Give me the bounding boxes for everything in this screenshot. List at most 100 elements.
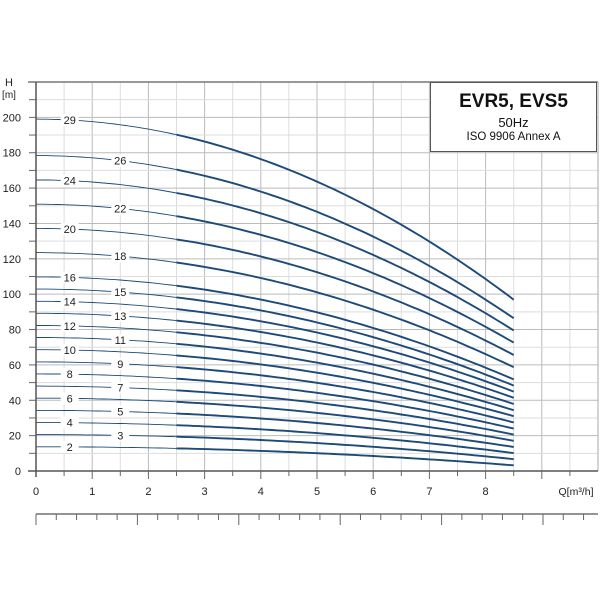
x-tick-label: 3 (202, 486, 208, 498)
curve-label-bg (111, 202, 130, 215)
curve-6 (176, 400, 514, 442)
y-tick-label: 120 (3, 254, 21, 266)
curve-thin-18 (36, 252, 177, 263)
curve-thin-26 (36, 155, 177, 171)
curve-label-bg (60, 344, 79, 357)
curve-label-bg (111, 357, 130, 370)
curve-thin-20 (36, 227, 177, 240)
y-axis-label: H (5, 77, 13, 89)
y-tick-label: 60 (9, 360, 21, 372)
curve-thin-24 (36, 179, 177, 194)
curve-thin-15 (36, 288, 177, 298)
curve-16 (176, 284, 515, 381)
x-axis-label: Q[m³/h] (558, 486, 593, 498)
curve-3 (176, 435, 514, 461)
curve-thin-6 (36, 397, 177, 403)
y-tick-label: 180 (3, 148, 21, 160)
curve-24 (176, 192, 515, 332)
curve-label: 7 (117, 383, 123, 395)
curve-thin-2 (36, 446, 177, 449)
curve-label: 18 (114, 251, 126, 263)
curve-thin-16 (36, 276, 177, 287)
x-tick-label: 6 (370, 486, 376, 498)
curve-label-bg (60, 368, 79, 381)
curve-label-bg (60, 440, 79, 453)
curve-thin-14 (36, 300, 177, 310)
curve-label: 15 (114, 287, 126, 299)
y-tick-label: 0 (15, 466, 21, 478)
curve-thin-9 (36, 361, 177, 368)
curve-thin-10 (36, 349, 177, 356)
curve-9 (176, 366, 514, 424)
curve-thin-11 (36, 337, 177, 345)
curve-thin-29 (35, 118, 177, 136)
curve-label-bg (111, 250, 130, 263)
curve-label-bg (60, 174, 79, 187)
curve-label: 14 (64, 297, 76, 309)
curve-10 (176, 354, 514, 418)
curve-20 (176, 238, 515, 356)
curve-thin-8 (36, 373, 177, 380)
curves: 2 3 4 5 6 7 8 9 10 11 12 13 14 15 16 18 20 22 24 26 29 (35, 114, 515, 467)
curve-label: 8 (67, 369, 73, 381)
legend-box: EVR5, EVS5 50Hz ISO 9906 Annex A (430, 82, 597, 152)
curve-12 (176, 331, 515, 405)
x-tick-label: 0 (33, 486, 39, 498)
curve-label: 4 (67, 418, 73, 430)
curve-label: 16 (64, 272, 76, 284)
curve-label: 12 (64, 321, 76, 333)
y-tick-label: 140 (3, 218, 21, 230)
curve-label-bg (60, 392, 79, 405)
curve-thin-5 (36, 409, 177, 414)
y-tick-label: 20 (9, 431, 21, 443)
curve-7 (176, 389, 514, 436)
curve-label-bg (111, 333, 130, 346)
curve-label-bg (60, 223, 79, 236)
curve-thin-22 (36, 203, 177, 217)
x-tick-label: 1 (89, 486, 95, 498)
curve-label: 10 (64, 345, 76, 357)
curve-22 (176, 215, 515, 344)
curve-label: 2 (67, 442, 73, 454)
curve-label-bg (60, 114, 79, 127)
curve-label-bg (111, 154, 130, 167)
curve-label: 22 (114, 203, 126, 215)
curve-label-bg (60, 271, 79, 284)
curve-label: 5 (117, 406, 123, 418)
x-tick-label: 5 (314, 486, 320, 498)
y-axis-unit: [m] (2, 90, 16, 101)
curve-29 (176, 133, 515, 301)
y-tick-label: 80 (9, 325, 21, 337)
x-tick-label: 4 (258, 486, 264, 498)
curve-label-bg (111, 429, 130, 442)
chart-subtitle: 50Hz (498, 115, 529, 130)
curve-label-bg (60, 295, 79, 308)
curve-thin-13 (36, 312, 177, 322)
y-tick-label: 160 (3, 183, 21, 195)
curve-label-bg (111, 381, 130, 394)
curve-18 (176, 261, 515, 369)
curve-14 (176, 308, 515, 393)
curve-15 (176, 296, 515, 387)
x-tick-label: 8 (483, 486, 489, 498)
curve-label: 29 (64, 115, 76, 127)
x-tick-label: 2 (145, 486, 151, 498)
curve-2 (176, 447, 514, 467)
curve-label: 6 (67, 393, 73, 405)
curve-4 (176, 424, 514, 455)
curve-thin-3 (36, 434, 177, 438)
x-tick-label: 7 (426, 486, 432, 498)
chart-title: EVR5, EVS5 (459, 91, 568, 112)
curve-label-bg (60, 319, 79, 332)
curve-label: 11 (115, 335, 126, 347)
curve-label: 13 (114, 311, 126, 323)
y-tick-label: 200 (3, 112, 21, 124)
curve-label-bg (111, 286, 130, 299)
y-tick-label: 40 (9, 395, 21, 407)
curve-label: 9 (117, 359, 123, 371)
curve-label: 24 (64, 176, 76, 188)
chart-note: ISO 9906 Annex A (466, 131, 561, 143)
curve-8 (176, 377, 514, 430)
curve-label-bg (60, 416, 79, 429)
